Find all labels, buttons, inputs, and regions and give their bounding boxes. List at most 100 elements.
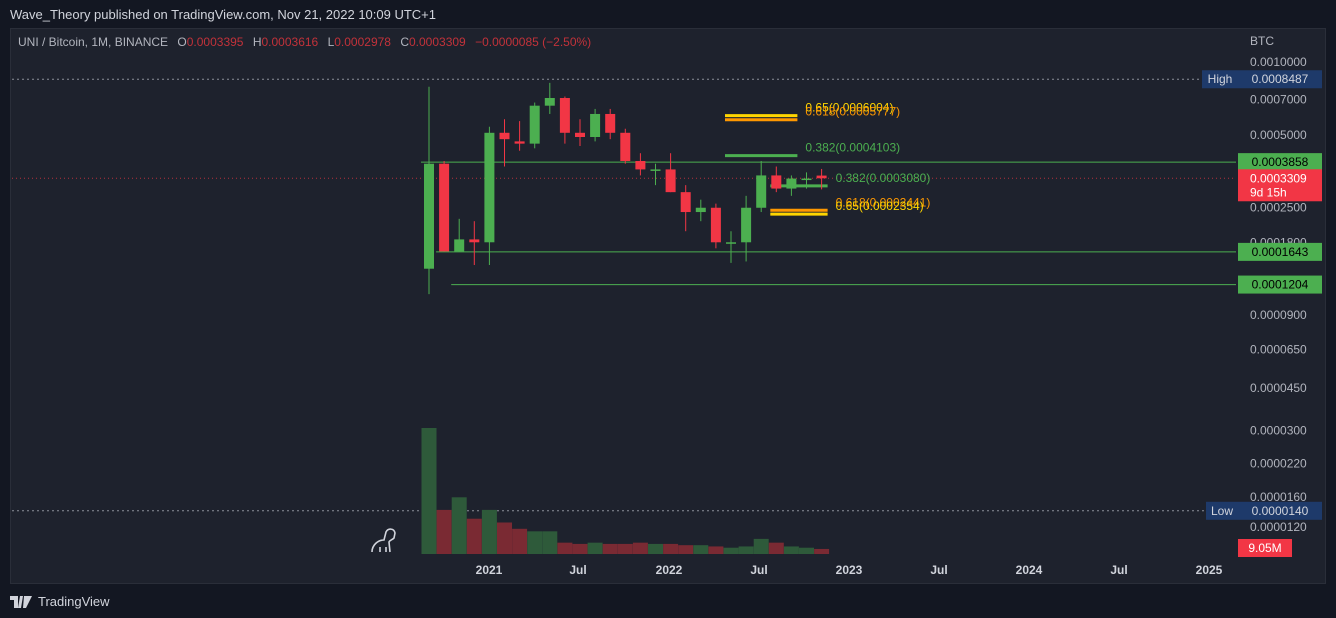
volume-bar <box>648 543 663 554</box>
fib-level-label: 0.618(0.0002441) <box>836 195 931 209</box>
support-price-badge <box>1238 153 1322 172</box>
low-label-badge <box>1206 501 1238 520</box>
candle-body <box>650 169 661 171</box>
volume-bar <box>632 542 648 554</box>
volume-bar <box>451 497 467 554</box>
tradingview-logo[interactable]: TradingView <box>10 594 110 609</box>
low-value-badge <box>1238 501 1322 520</box>
support-price-label: 0.0001204 <box>1252 278 1309 292</box>
volume-bar <box>572 543 588 554</box>
publisher-text: Wave_Theory published on TradingView.com… <box>10 7 436 22</box>
price-tick-label: 0.0005000 <box>1250 128 1307 142</box>
low-value: 0.0002978 <box>334 35 391 49</box>
dino-mascot-icon <box>371 528 396 553</box>
candle-body <box>726 242 736 244</box>
price-tick-label: 0.0002500 <box>1250 201 1307 215</box>
chart-frame[interactable] <box>10 28 1326 584</box>
candle-body <box>816 175 827 179</box>
open-value: 0.0003395 <box>186 35 244 49</box>
volume-bar <box>497 522 512 554</box>
candle-body <box>484 132 495 243</box>
last-price-badge <box>1238 169 1322 202</box>
time-tick-label: Jul <box>750 563 767 577</box>
candle-body <box>665 169 676 193</box>
support-price-badge <box>1238 242 1322 261</box>
last-price-value: 0.0003309 <box>1250 171 1307 185</box>
volume-bar <box>481 509 497 554</box>
support-price-label: 0.0001643 <box>1252 245 1309 259</box>
candle-body <box>756 175 767 208</box>
brand-name: TradingView <box>38 594 110 609</box>
candle-body <box>575 132 585 137</box>
open-label: O <box>177 35 187 49</box>
time-tick-label: Jul <box>1110 563 1127 577</box>
fib-level-label: 0.618(0.0005777) <box>805 105 900 119</box>
candle-body <box>786 178 797 189</box>
volume-bar <box>466 518 482 554</box>
time-tick-label: Jul <box>930 563 947 577</box>
price-tick-label: 0.0010000 <box>1250 55 1307 69</box>
volume-bar <box>557 542 573 554</box>
time-tick-label: 2025 <box>1196 563 1223 577</box>
candle-body <box>680 192 691 213</box>
volume-bar <box>527 531 543 554</box>
candle-body <box>514 141 525 144</box>
close-label: C <box>400 35 409 49</box>
price-tick-label: 0.0000160 <box>1250 490 1307 504</box>
candle-body <box>620 132 631 161</box>
symbol-legend: UNI / Bitcoin, 1M, BINANCE O0.0003395 H0… <box>18 35 591 49</box>
low-label: Low <box>1211 504 1233 518</box>
volume-bar <box>814 548 830 554</box>
volume-bar <box>542 531 558 554</box>
price-axis-unit: BTC <box>1250 34 1274 48</box>
time-tick-label: 2022 <box>656 563 683 577</box>
candle-body <box>801 178 812 181</box>
volume-bar <box>663 543 679 554</box>
candle-body <box>605 113 616 133</box>
candle-body <box>771 175 782 189</box>
low-value: 0.0000140 <box>1252 504 1309 518</box>
volume-bar <box>421 428 437 554</box>
volume-bar <box>768 542 784 554</box>
high-label: High <box>1208 72 1233 86</box>
candle-body <box>544 98 555 106</box>
volume-bar <box>512 528 528 554</box>
candle-body <box>695 207 706 213</box>
candle-body <box>710 207 721 243</box>
tradingview-logo-icon <box>10 595 32 608</box>
time-tick-label: Jul <box>569 563 586 577</box>
candle-body <box>424 163 434 269</box>
price-tick-label: 0.0000120 <box>1250 520 1307 534</box>
volume-bar <box>723 547 739 554</box>
candle-body <box>454 239 465 252</box>
low-label: L <box>327 35 335 49</box>
volume-bar <box>708 546 724 554</box>
publisher-bar: Wave_Theory published on TradingView.com… <box>0 0 1336 28</box>
volume-bar <box>602 543 618 554</box>
volume-bar <box>753 538 769 554</box>
candle-body <box>559 98 570 133</box>
close-value: 0.0003309 <box>409 35 466 49</box>
candle-body <box>635 160 646 170</box>
candle-body <box>499 132 510 140</box>
volume-bar <box>799 547 814 554</box>
candle-body <box>741 207 752 243</box>
volume-bar <box>587 542 603 554</box>
volume-bar <box>693 545 709 554</box>
high-value: 0.0008487 <box>1252 72 1309 86</box>
price-tick-label: 0.0007000 <box>1250 92 1307 106</box>
volume-bar <box>678 545 694 554</box>
candle-body <box>590 113 601 137</box>
fib-level-label: 0.382(0.0003080) <box>836 171 931 185</box>
support-price-label: 0.0003858 <box>1252 155 1309 169</box>
fib-level-label: 0.65(0.0002354) <box>836 199 924 213</box>
change-value: −0.0000085 (−2.50%) <box>475 35 592 49</box>
candle-body <box>529 105 540 144</box>
volume-bar <box>436 509 452 554</box>
candle-body <box>439 163 450 252</box>
price-tick-label: 0.0000220 <box>1250 456 1307 470</box>
high-value-badge <box>1238 70 1322 89</box>
volume-bar <box>783 546 799 554</box>
candle-body <box>469 239 480 243</box>
